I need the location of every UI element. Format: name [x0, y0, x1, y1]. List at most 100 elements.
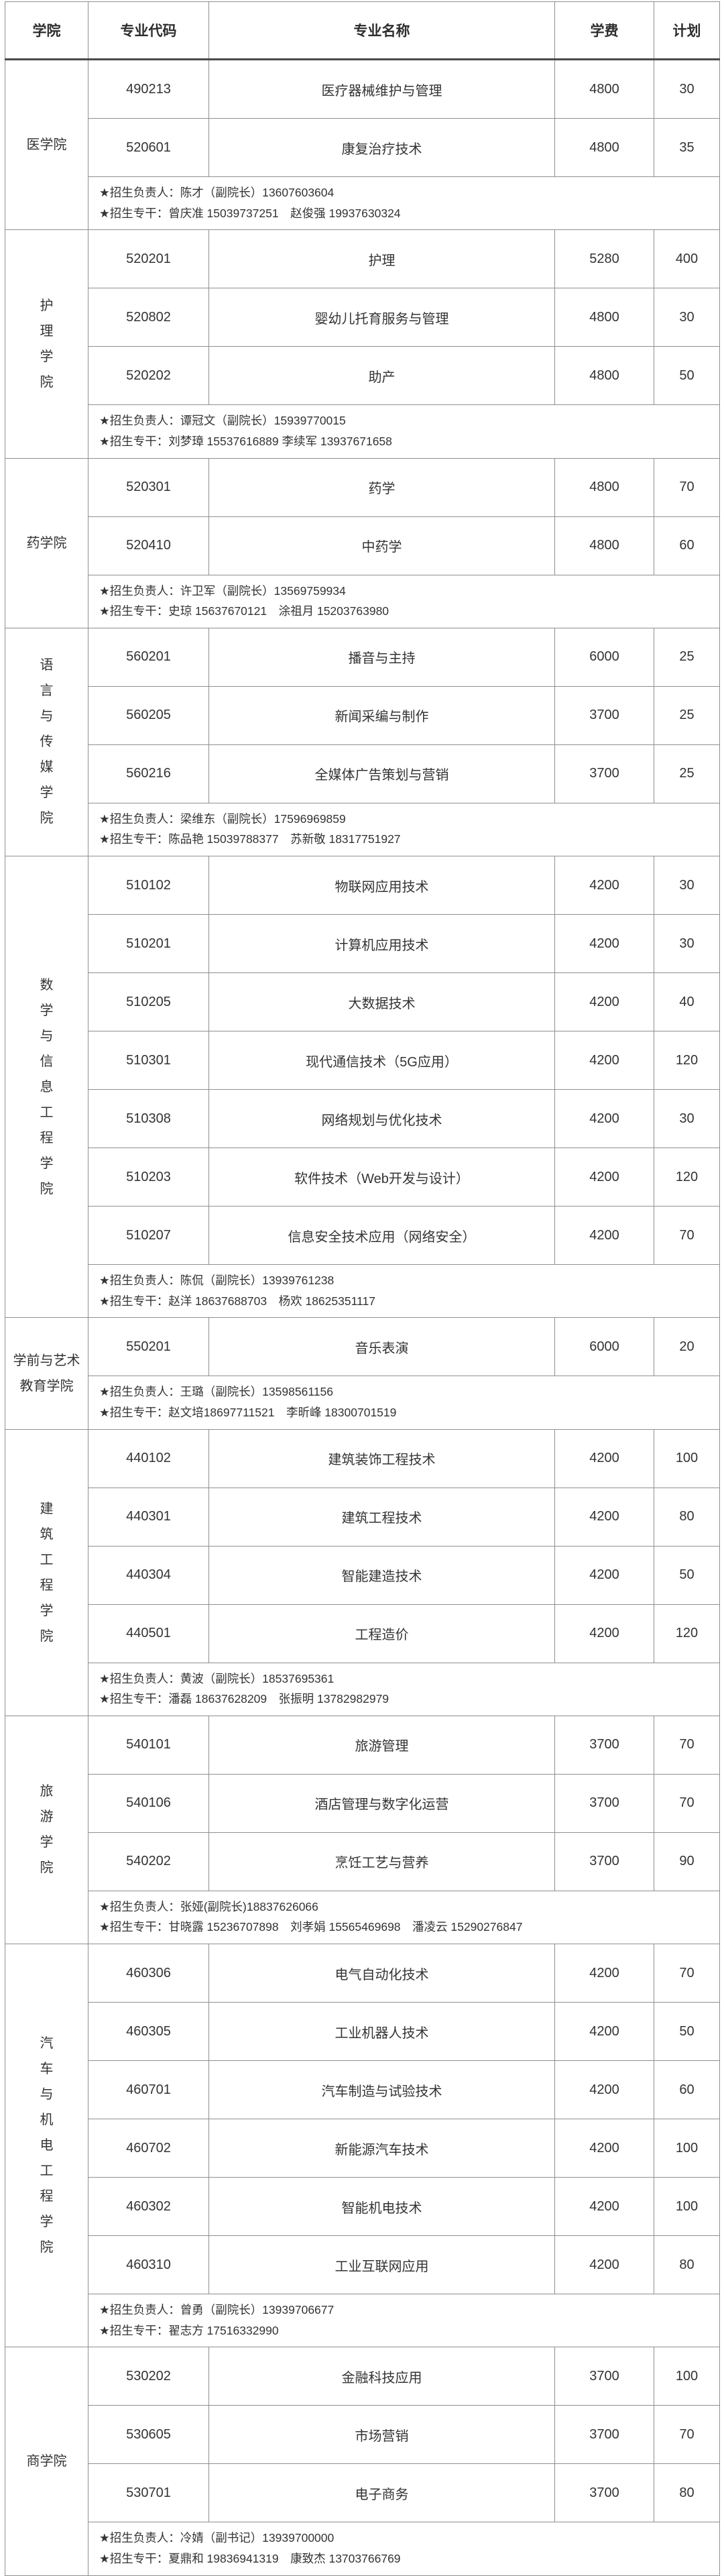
plan-count-cell: 90	[654, 1832, 720, 1891]
header-row: 学院 专业代码 专业名称 学费 计划	[5, 1, 720, 60]
major-code-cell: 510201	[88, 914, 209, 973]
contact-row: ★招生负责人：冷婧（副书记）13939700000 ★招生专干：夏鼎和 19836…	[5, 2522, 720, 2576]
contact-row: ★招生负责人：陈侃（副院长）13939761238 ★招生专干：赵洋 186376…	[5, 1264, 720, 1319]
tuition-cell: 6000	[554, 1317, 654, 1377]
plan-count-cell: 400	[654, 229, 720, 289]
contact-leader-line: ★招生负责人：许卫军（副院长）13569759934	[99, 583, 346, 598]
major-name-cell: 市场营销	[208, 2405, 555, 2465]
column-header-plan: 计划	[654, 1, 720, 60]
plan-count-cell: 80	[654, 1487, 720, 1547]
major-row: 460302 智能机电技术 4200 100	[5, 2177, 720, 2236]
plan-count-cell: 70	[654, 1206, 720, 1265]
major-name-cell: 旅游管理	[208, 1715, 555, 1775]
major-code-cell: 510203	[88, 1147, 209, 1207]
plan-count-cell: 60	[654, 2060, 720, 2119]
college-name: 语 言 与 传 媒 学 院	[40, 658, 54, 826]
plan-count-cell: 120	[654, 1031, 720, 1090]
college-name: 药学院	[26, 535, 67, 551]
plan-count-cell: 60	[654, 516, 720, 575]
plan-count-cell: 120	[654, 1147, 720, 1207]
major-code-cell: 510308	[88, 1089, 209, 1148]
major-row: 520202 助产 4800 50	[5, 346, 720, 406]
tuition-cell: 3700	[554, 744, 654, 803]
tuition-cell: 3700	[554, 2347, 654, 2406]
college-name-cell: 商学院	[5, 2347, 88, 2576]
tuition-cell: 4800	[554, 516, 654, 575]
major-name-cell: 智能机电技术	[208, 2177, 555, 2236]
plan-count-cell: 25	[654, 685, 720, 745]
major-code-cell: 520410	[88, 516, 209, 575]
tuition-cell: 4200	[554, 1089, 654, 1148]
contact-row: ★招生负责人：谭冠文（副院长）15939770015 ★招生专干：刘梦璋 1553…	[5, 404, 720, 459]
plan-count-cell: 35	[654, 118, 720, 177]
major-row: 汽 车 与 机 电 工 程 学 院 460306 电气自动化技术 4200 70	[5, 1943, 720, 2348]
tuition-cell: 4200	[554, 2235, 654, 2294]
contact-row: ★招生负责人：许卫军（副院长）13569759934 ★招生专干：史琼 15637…	[5, 574, 720, 628]
major-name-cell: 新闻采编与制作	[208, 685, 555, 745]
tuition-cell: 4200	[554, 2002, 654, 2061]
plan-count-cell: 25	[654, 744, 720, 803]
contact-officer-line: ★招生专干：史琼 15637670121 涂祖月 15203763980	[99, 604, 389, 618]
tuition-cell: 4200	[554, 1944, 654, 2003]
college-name-cell: 语 言 与 传 媒 学 院	[5, 627, 88, 857]
major-code-cell: 490213	[88, 59, 209, 119]
contact-info-cell: ★招生负责人：陈侃（副院长）13939761238 ★招生专干：赵洋 186376…	[88, 1264, 720, 1319]
contact-officer-line: ★招生专干：甘晓露 15236707898 刘孝娟 15565469698 潘凌…	[99, 1920, 523, 1934]
plan-count-cell: 70	[654, 1773, 720, 1833]
major-row: 520410 中药学 4800 60	[5, 516, 720, 575]
column-header-major-name: 专业名称	[208, 1, 555, 60]
major-name-cell: 汽车制造与试验技术	[208, 2060, 555, 2119]
plan-count-cell: 50	[654, 1545, 720, 1605]
tuition-cell: 4200	[554, 1487, 654, 1547]
major-code-cell: 520202	[88, 346, 209, 406]
tuition-cell: 4200	[554, 1429, 654, 1488]
admissions-table: 学院 专业代码 专业名称 学费 计划 医学院 490213 医疗器械维护与管理 480…	[5, 1, 720, 2576]
major-row: 510207 信息安全技术应用（网络安全） 4200 70	[5, 1206, 720, 1265]
tuition-cell: 4800	[554, 346, 654, 406]
major-code-cell: 560201	[88, 627, 209, 687]
tuition-cell: 6000	[554, 627, 654, 687]
major-row: 旅 游 学 院 540101 旅游管理 3700 70	[5, 1715, 720, 1945]
plan-count-cell: 120	[654, 1604, 720, 1663]
major-code-cell: 540106	[88, 1773, 209, 1833]
major-row: 560205 新闻采编与制作 3700 25	[5, 685, 720, 745]
tuition-cell: 3700	[554, 1832, 654, 1891]
tuition-cell: 3700	[554, 1715, 654, 1775]
college-name: 旅 游 学 院	[40, 1784, 54, 1876]
contact-info-cell: ★招生负责人：许卫军（副院长）13569759934 ★招生专干：史琼 15637…	[88, 574, 720, 628]
contact-officer-line: ★招生专干：曾庆准 15039737251 赵俊强 19937630324	[99, 206, 401, 220]
major-name-cell: 护理	[208, 229, 555, 289]
plan-count-cell: 100	[654, 2177, 720, 2236]
college-name: 医学院	[26, 137, 67, 153]
major-row: 510205 大数据技术 4200 40	[5, 972, 720, 1031]
tuition-cell: 4800	[554, 457, 654, 517]
major-code-cell: 460306	[88, 1944, 209, 2003]
major-code-cell: 560216	[88, 744, 209, 803]
contact-officer-line: ★招生专干：夏鼎和 19836941319 康致杰 13703766769	[99, 2551, 401, 2565]
major-row: 460702 新能源汽车技术 4200 100	[5, 2119, 720, 2178]
contact-row: ★招生负责人：王璐（副院长）13598561156 ★招生专干：赵文培186977…	[5, 1376, 720, 1430]
plan-count-cell: 30	[654, 914, 720, 973]
contact-officer-line: ★招生专干：赵文培18697711521 李昕峰 18300701519	[99, 1405, 397, 1419]
plan-count-cell: 70	[654, 2405, 720, 2465]
tuition-cell: 4200	[554, 1031, 654, 1090]
tuition-cell: 3700	[554, 2463, 654, 2523]
major-name-cell: 助产	[208, 346, 555, 406]
major-name-cell: 现代通信技术（5G应用）	[208, 1031, 555, 1090]
plan-count-cell: 80	[654, 2463, 720, 2523]
college-name-cell: 旅 游 学 院	[5, 1715, 88, 1945]
major-code-cell: 530701	[88, 2463, 209, 2523]
column-header-college: 学院	[5, 1, 88, 60]
major-name-cell: 物联网应用技术	[208, 856, 555, 915]
major-name-cell: 信息安全技术应用（网络安全）	[208, 1206, 555, 1265]
major-code-cell: 560205	[88, 685, 209, 745]
tuition-cell: 4200	[554, 1147, 654, 1207]
college-name-cell: 药学院	[5, 457, 88, 628]
major-code-cell: 520802	[88, 288, 209, 347]
major-name-cell: 烹饪工艺与营养	[208, 1832, 555, 1891]
major-row: 510308 网络规划与优化技术 4200 30	[5, 1089, 720, 1148]
contact-row: ★招生负责人：张娅(副院长)18837626066 ★招生专干：甘晓露 15236…	[5, 1890, 720, 1945]
major-code-cell: 460305	[88, 2002, 209, 2061]
contact-info-cell: ★招生负责人：曾勇（副院长）13939706677 ★招生专干：翟志方 17516…	[88, 2293, 720, 2348]
